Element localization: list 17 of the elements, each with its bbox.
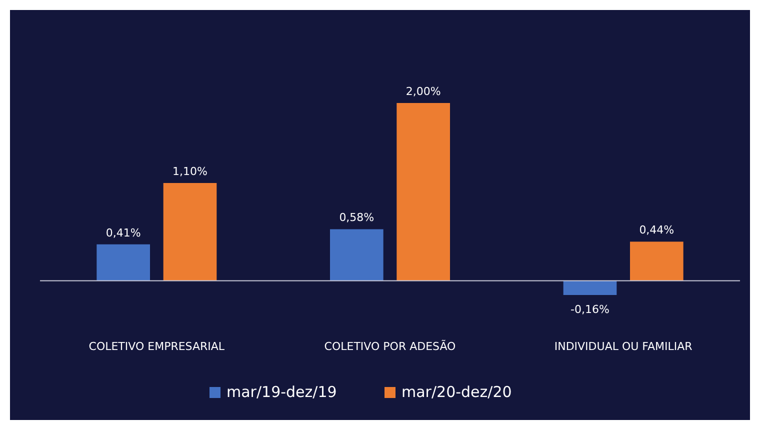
data-label: -0,16% (570, 303, 610, 316)
bar (330, 229, 384, 281)
bar (630, 242, 684, 281)
x-tick-label: COLETIVO POR ADESÃO (324, 339, 456, 353)
data-label: 1,10% (172, 165, 208, 178)
bar (396, 103, 450, 281)
bar (96, 244, 150, 281)
data-label: 0,44% (639, 224, 674, 237)
bar (563, 280, 617, 295)
data-label: 0,58% (339, 211, 374, 224)
x-tick-label: COLETIVO EMPRESARIAL (88, 340, 226, 353)
x-tick-label: INDIVIDUAL OU FAMILIAR (554, 340, 693, 353)
data-label: 2,00% (406, 85, 441, 98)
legend-label: mar/19-dez/19 (226, 383, 337, 401)
data-label: 0,41% (106, 226, 141, 240)
legend-label: mar/20-dez/20 (402, 383, 512, 401)
bar (163, 183, 217, 281)
